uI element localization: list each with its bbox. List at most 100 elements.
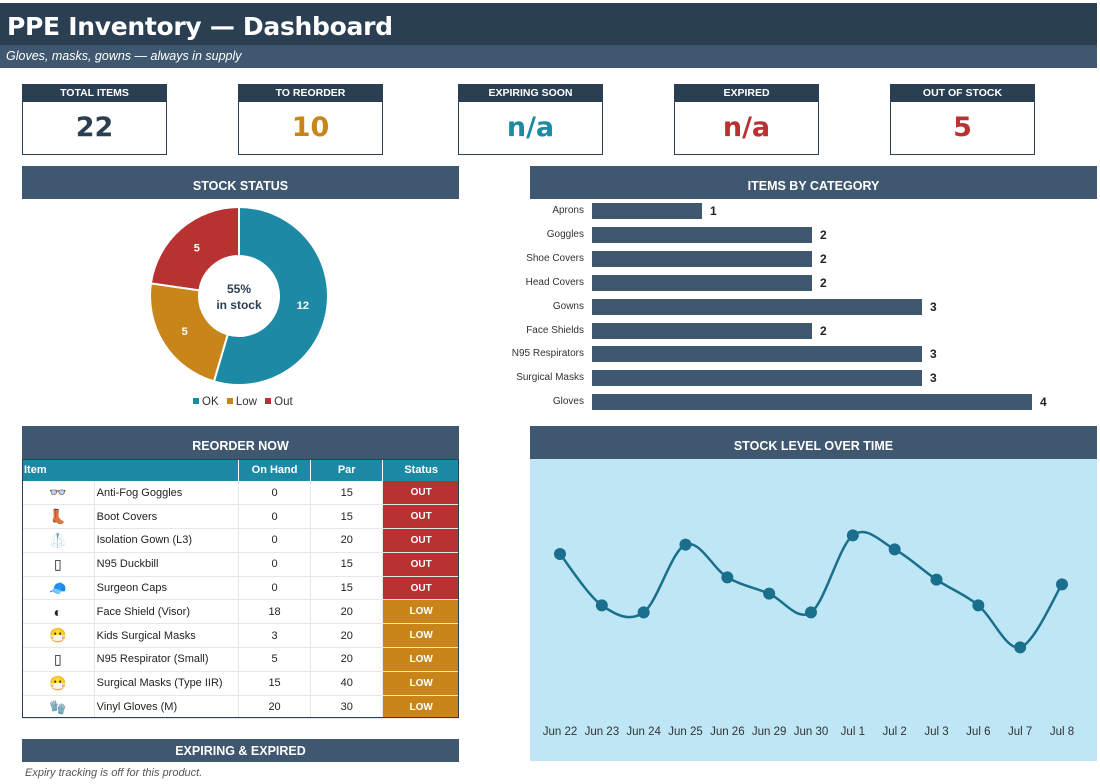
mask-face-icon: 😷 <box>22 623 95 649</box>
table-row[interactable]: 🥼 Isolation Gown (L3) 0 20 OUT <box>22 528 459 553</box>
stock-level-point <box>554 548 566 560</box>
donut-slice-label-out: 5 <box>194 242 200 254</box>
expiring-heading: EXPIRING & EXPIRED <box>22 739 459 762</box>
bar-value-label: 2 <box>820 251 827 266</box>
legend-out-label: Out <box>274 396 293 408</box>
table-row[interactable]: 👓 Anti-Fog Goggles 0 15 OUT <box>22 481 459 506</box>
par-cell: 20 <box>310 647 384 672</box>
bar-value-label: 3 <box>930 371 937 386</box>
glove-icon: 🧤 <box>22 695 95 720</box>
kpi-expiring-soon: EXPIRING SOON n/a <box>458 84 603 155</box>
respirator-icon: ▯ <box>22 552 95 577</box>
donut-center-caption: in stock <box>216 298 262 312</box>
x-tick-label: Jul 6 <box>966 726 990 738</box>
donut-slice-ok <box>212 205 329 386</box>
x-tick-label: Jun 25 <box>668 726 703 738</box>
x-tick-label: Jun 23 <box>585 726 620 738</box>
col-header-status[interactable]: Status <box>382 459 459 481</box>
table-row[interactable]: 🧢 Surgeon Caps 0 15 OUT <box>22 576 459 601</box>
kpi-value: 5 <box>953 112 972 143</box>
par-cell: 15 <box>310 504 384 530</box>
donut-center-percent: 55% <box>226 282 252 296</box>
status-badge: LOW <box>382 623 459 649</box>
stock-status-donut: 12 5 5 <box>149 205 329 386</box>
status-badge: OUT <box>382 504 459 530</box>
reorder-table: Item On Hand Par Status 👓 Anti-Fog Goggle… <box>22 459 459 720</box>
par-cell: 20 <box>310 528 384 553</box>
on-hand-cell: 5 <box>238 647 312 672</box>
legend-low: Low <box>226 396 257 408</box>
bar-category-label: Head Covers <box>525 276 584 288</box>
legend-ok: OK <box>193 396 219 408</box>
category-bar <box>592 370 922 387</box>
table-row[interactable]: ▯ N95 Respirator (Small) 5 20 LOW <box>22 647 459 672</box>
item-name-cell: Surgeon Caps <box>94 576 239 601</box>
on-hand-cell: 15 <box>238 671 312 696</box>
category-bar <box>592 203 702 219</box>
on-hand-cell: 3 <box>238 623 312 649</box>
par-cell: 15 <box>310 576 384 601</box>
bar-value-label: 2 <box>820 227 827 242</box>
stock-status-heading: STOCK STATUS <box>22 166 459 199</box>
category-bar <box>592 394 1032 411</box>
par-cell: 20 <box>310 599 384 625</box>
stock-level-point <box>721 571 734 584</box>
expiry-note: Expiry tracking is off for this product. <box>25 767 203 779</box>
status-badge: LOW <box>382 599 459 625</box>
stock-over-time-plot-area: Jun 22 Jun 23 Jun 24 Jun 25 Jun 26 Jun 29 Jun … <box>530 459 1097 761</box>
kpi-label: EXPIRED <box>675 85 818 102</box>
x-tick-label: Jun 24 <box>626 726 661 738</box>
bar-category-label: Gowns <box>552 300 584 312</box>
item-name-cell: Boot Covers <box>94 504 239 530</box>
item-name-cell: N95 Duckbill <box>94 552 239 577</box>
col-header-item[interactable]: Item <box>22 459 239 481</box>
category-bar <box>592 298 922 315</box>
stock-level-point <box>1056 578 1068 591</box>
bar-value-label: 2 <box>820 275 827 290</box>
table-row[interactable]: 🧤 Vinyl Gloves (M) 20 30 LOW <box>22 695 459 720</box>
donut-slice-out <box>149 205 240 292</box>
x-tick-label: Jul 2 <box>883 726 907 738</box>
donut-legend: OK Low Out <box>193 396 298 408</box>
status-badge: OUT <box>382 481 459 506</box>
table-row[interactable]: ▯ N95 Duckbill 0 15 OUT <box>22 552 459 577</box>
subheader-bar: Gloves, masks, gowns — always in supply <box>0 45 1097 68</box>
stock-level-point <box>805 606 817 619</box>
donut-slice-label-low: 5 <box>182 326 188 338</box>
table-row[interactable]: 😷 Kids Surgical Masks 3 20 LOW <box>22 623 459 649</box>
on-hand-cell: 0 <box>238 528 312 553</box>
mask-face-icon: 😷 <box>22 671 95 696</box>
bar-category-label: Surgical Masks <box>516 372 584 384</box>
bar-category-label: N95 Respirators <box>511 348 584 360</box>
item-name-cell: Kids Surgical Masks <box>94 623 239 649</box>
table-row[interactable]: 👢 Boot Covers 0 15 OUT <box>22 504 459 530</box>
page-title: PPE Inventory — Dashboard <box>7 12 393 41</box>
legend-low-swatch <box>226 398 233 404</box>
kpi-label: OUT OF STOCK <box>891 85 1034 102</box>
bar-category-label: Gloves <box>552 396 584 408</box>
on-hand-cell: 20 <box>238 695 312 720</box>
table-row[interactable]: ◐ Face Shield (Visor) 18 20 LOW <box>22 599 459 625</box>
on-hand-cell: 0 <box>238 481 312 506</box>
table-row[interactable]: 😷 Surgical Masks (Type IIR) 15 40 LOW <box>22 671 459 696</box>
category-bar <box>592 274 812 291</box>
respirator-icon: ▯ <box>22 647 95 672</box>
col-header-on-hand[interactable]: On Hand <box>238 459 312 481</box>
kpi-value: n/a <box>506 112 555 143</box>
legend-ok-label: OK <box>202 396 219 408</box>
stock-level-point <box>888 543 901 556</box>
stock-level-point <box>930 573 943 586</box>
x-tick-label: Jun 30 <box>794 726 829 738</box>
par-cell: 15 <box>310 481 384 506</box>
col-header-par[interactable]: Par <box>310 459 384 481</box>
status-badge: LOW <box>382 671 459 696</box>
kpi-total-items: TOTAL ITEMS 22 <box>22 84 167 155</box>
kpi-label: TO REORDER <box>239 85 382 102</box>
on-hand-cell: 0 <box>238 576 312 601</box>
donut-slice-low <box>149 282 229 383</box>
reorder-now-heading: REORDER NOW <box>22 426 459 459</box>
category-bar <box>592 250 812 267</box>
kpi-expired: EXPIRED n/a <box>674 84 819 155</box>
stock-level-point <box>763 587 776 600</box>
stock-level-point <box>1014 641 1027 654</box>
